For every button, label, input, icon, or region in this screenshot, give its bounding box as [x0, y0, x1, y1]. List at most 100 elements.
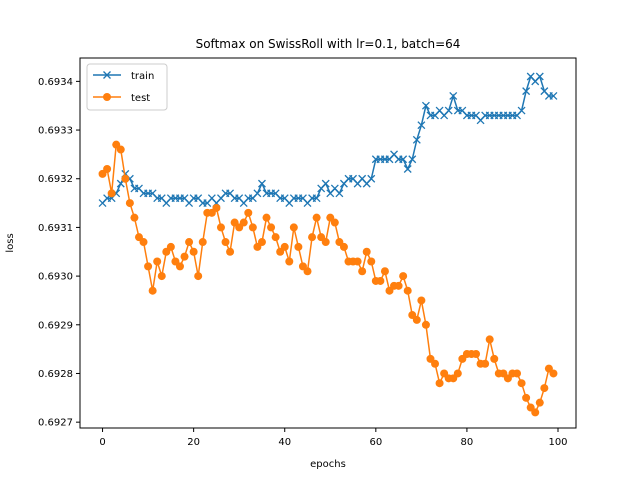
- x-marker-stroke: [358, 174, 367, 183]
- data-point: [431, 359, 440, 368]
- data-point: [312, 194, 321, 203]
- data-point: [248, 223, 257, 232]
- series-test: [98, 140, 558, 417]
- data-point: [285, 257, 294, 266]
- data-point: [103, 165, 112, 173]
- y-axis-label: loss: [5, 233, 16, 252]
- x-marker-stroke: [148, 189, 157, 198]
- data-point: [257, 238, 266, 247]
- data-point: [226, 247, 235, 256]
- data-point: [335, 189, 344, 198]
- x-marker-stroke: [280, 194, 289, 203]
- x-tick-label: 80: [461, 437, 474, 448]
- x-marker-stroke: [517, 106, 526, 115]
- y-tick-label: 0.6932: [38, 174, 73, 185]
- x-marker-stroke: [321, 179, 330, 188]
- x-marker-stroke: [549, 92, 558, 100]
- x-marker-stroke: [408, 155, 417, 164]
- data-point: [271, 233, 280, 242]
- y-tick-label: 0.6934: [38, 77, 73, 88]
- data-point: [198, 238, 207, 247]
- x-axis: 0 20 40 60 80 100: [99, 428, 568, 448]
- data-point: [148, 286, 157, 295]
- legend-label: train: [131, 71, 154, 82]
- x-marker-stroke: [472, 111, 480, 120]
- data-point: [417, 121, 426, 130]
- data-point: [212, 203, 221, 212]
- data-point: [421, 320, 430, 329]
- data-point: [194, 272, 203, 281]
- data-point: [157, 272, 166, 281]
- data-point: [549, 369, 558, 378]
- data-point: [417, 296, 426, 305]
- data-point: [522, 87, 531, 96]
- data-point: [403, 165, 412, 173]
- data-point: [262, 213, 271, 222]
- data-point: [485, 335, 494, 344]
- x-tick-label: 0: [99, 437, 105, 448]
- y-tick-label: 0.6931: [38, 223, 73, 234]
- x-marker-stroke: [367, 174, 376, 183]
- x-marker-stroke: [235, 194, 244, 203]
- legend-box: [86, 63, 168, 111]
- data-point: [531, 408, 540, 417]
- data-point: [472, 350, 481, 358]
- legend-marker: [103, 93, 111, 101]
- data-point: [312, 213, 321, 222]
- data-point: [540, 384, 549, 393]
- data-point: [399, 272, 408, 281]
- data-point: [358, 267, 367, 276]
- data-point: [253, 189, 262, 198]
- data-point: [289, 223, 298, 232]
- data-point: [490, 354, 499, 363]
- data-point: [376, 276, 385, 285]
- x-marker-stroke: [226, 189, 235, 198]
- data-point: [549, 92, 558, 100]
- data-point: [403, 286, 412, 295]
- data-point: [221, 238, 230, 247]
- data-point: [481, 359, 490, 368]
- legend: train test: [86, 63, 168, 111]
- x-marker-stroke: [522, 87, 531, 96]
- x-marker-stroke: [526, 72, 535, 81]
- x-marker-stroke: [335, 189, 344, 198]
- y-tick-label: 0.6929: [38, 320, 73, 331]
- data-point: [513, 369, 522, 378]
- data-point: [308, 233, 317, 242]
- data-point: [257, 179, 266, 188]
- x-marker-stroke: [540, 87, 549, 96]
- data-point: [130, 213, 139, 222]
- legend-item-test: test: [93, 93, 150, 104]
- data-point: [435, 379, 444, 388]
- data-point: [421, 101, 430, 110]
- data-point: [189, 247, 198, 256]
- data-point: [121, 174, 130, 183]
- data-point: [449, 92, 458, 100]
- x-marker-stroke: [412, 135, 421, 144]
- data-point: [412, 135, 421, 144]
- data-point: [367, 174, 376, 183]
- data-point: [139, 238, 148, 247]
- data-point: [321, 179, 330, 188]
- x-marker-stroke: [157, 194, 166, 203]
- data-point: [330, 218, 339, 227]
- y-tick-label: 0.6930: [38, 272, 73, 283]
- data-point: [116, 145, 125, 154]
- data-point: [339, 242, 348, 251]
- data-point: [125, 199, 134, 208]
- y-tick-label: 0.6927: [38, 418, 73, 429]
- data-point: [362, 247, 371, 256]
- x-tick-label: 20: [187, 437, 200, 448]
- data-point: [380, 267, 389, 276]
- data-point: [294, 242, 303, 251]
- series-train: [98, 72, 558, 208]
- legend-marker: [103, 71, 111, 79]
- x-marker-stroke: [271, 189, 280, 198]
- legend-item-train: train: [93, 71, 154, 82]
- x-marker-stroke: [399, 155, 408, 164]
- data-point: [280, 242, 289, 251]
- x-marker-stroke: [421, 101, 430, 110]
- x-marker-stroke: [403, 165, 412, 173]
- data-point: [522, 393, 531, 402]
